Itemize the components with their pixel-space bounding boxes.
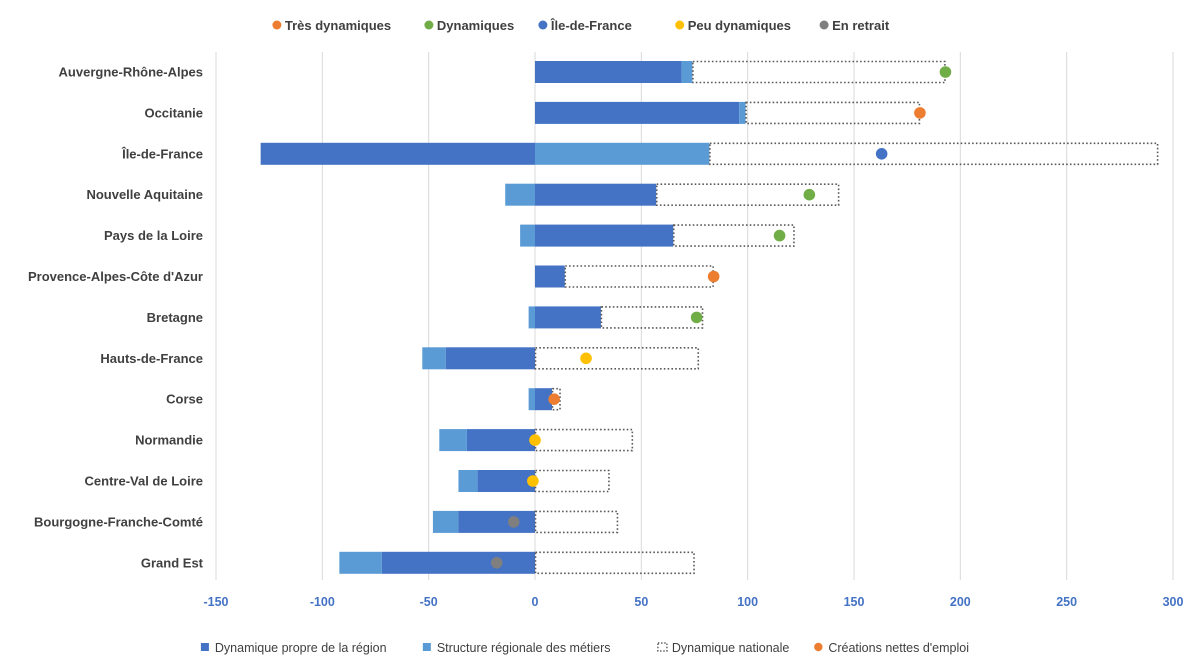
gridlines [215,52,1174,580]
bar-dynamique-propre [535,101,740,124]
legend-top-label: Île-de-France [550,18,632,33]
bar-dynamique-nationale [534,469,610,493]
category-label: Bourgogne-Franche-Comté [34,514,203,529]
legend-top-label: Dynamiques [437,18,514,33]
dot-creations-nettes [803,188,816,201]
legend-top-marker [675,20,685,30]
legend-top-marker [538,20,548,30]
x-tick-label: 300 [1163,595,1184,609]
bar-structure-regionale [520,224,535,247]
dot-creations-nettes [690,311,703,324]
bar-dynamique-nationale [564,265,714,288]
category-label: Grand Est [141,555,204,570]
bar-dynamique-nationale [534,551,695,575]
bar-dynamique-propre [535,388,553,411]
bar-dynamique-propre [535,61,682,83]
x-tick-label: -150 [203,595,228,609]
bar-dynamique-propre [260,142,535,165]
bar-structure-regionale [439,429,467,452]
bar-dynamique-propre [535,183,657,206]
bar-dynamique-nationale [672,224,795,247]
bar-dynamique-nationale [534,346,700,370]
legend-top-label: Très dynamiques [285,18,391,33]
bar-structure-regionale [422,347,446,370]
bar-structure-regionale [739,101,746,124]
legend-bottom-label: Dynamique nationale [672,641,789,655]
legend-top-marker [272,20,282,30]
bar-dynamique-propre [535,265,565,288]
bar-dynamique-propre [535,224,674,247]
category-label: Auvergne-Rhône-Alpes [59,65,203,80]
legend-bottom-label: Dynamique propre de la région [215,641,387,655]
bar-structure-regionale [339,551,382,574]
bar-dynamique-nationale [745,101,921,125]
legend-bottom-label: Créations nettes d'emploi [828,641,969,655]
dot-creations-nettes [548,393,560,406]
bar-dynamique-propre [535,306,601,329]
dot-creations-nettes [507,516,520,528]
legend-top-label: En retrait [832,18,890,33]
dot-creations-nettes [939,66,952,78]
category-label: Corse [166,392,203,407]
bar-dynamique-nationale [655,183,840,206]
legend-bottom-label: Structure régionale des métiers [437,641,611,655]
x-tick-label: -50 [420,595,438,609]
category-label: Normandie [135,433,203,448]
dot-creations-nettes [527,475,539,487]
legend-bottom-swatch [814,642,823,652]
bar-structure-regionale [535,142,710,165]
bar-dynamique-nationale [692,60,946,84]
dot-creations-nettes [490,557,503,569]
category-label: Hauts-de-France [100,351,203,366]
bar-dynamique-propre [458,510,535,533]
dot-creations-nettes [580,352,592,365]
x-tick-label: -100 [310,595,335,609]
bar-dynamique-propre [466,429,535,452]
category-label: Bretagne [147,310,203,325]
legend-top-marker [819,20,829,30]
bar-dynamique-nationale [534,428,634,452]
bar-structure-regionale [681,61,693,83]
category-label: Nouvelle Aquitaine [86,187,203,202]
category-labels: Auvergne-Rhône-Alpes Occitanie Île-de-Fran… [28,65,204,571]
category-label: Centre-Val de Loire [85,474,203,489]
x-tick-label: 50 [634,595,648,609]
legend-bottom: Dynamique propre de la région Structure r… [200,641,969,655]
bar-structure-regionale [432,510,459,533]
bar-dynamique-propre [477,470,535,492]
legend-bottom-swatch [422,643,431,651]
bar-structure-regionale [505,183,535,206]
dot-creations-nettes [773,229,786,242]
bars [260,60,1159,575]
legend-bottom-swatch [200,643,209,651]
creation-markers [490,66,952,569]
category-label: Île-de-France [121,146,203,161]
bar-dynamique-propre [381,551,535,574]
bar-dynamique-propre [445,347,535,370]
dot-creations-nettes [707,270,720,283]
bar-structure-regionale [528,388,535,411]
category-label: Provence-Alpes-Côte d'Azur [28,269,203,284]
bar-dynamique-nationale [709,142,1159,166]
x-tick-label: 150 [844,595,865,609]
legend-top: Très dynamiques Dynamiques Île-de-France Pe… [272,18,890,33]
dot-creations-nettes [914,107,926,119]
legend-bottom-swatch [657,642,668,652]
x-tick-label: 200 [950,595,971,609]
dot-creations-nettes [529,434,541,446]
category-label: Occitanie [144,105,203,120]
x-axis-tick-labels: -150 -100 -50 0 50 100 150 200 250 300 [203,595,1183,609]
bar-dynamique-nationale [600,306,704,329]
bar-dynamique-nationale [534,510,619,534]
category-label: Pays de la Loire [104,228,203,243]
legend-top-marker [424,20,434,30]
x-tick-label: 0 [532,595,539,609]
x-tick-label: 250 [1056,595,1077,609]
legend-top-label: Peu dynamiques [688,18,791,33]
bar-structure-regionale [528,306,535,329]
dot-creations-nettes [875,148,888,160]
bar-structure-regionale [458,470,478,492]
x-tick-label: 100 [737,595,758,609]
